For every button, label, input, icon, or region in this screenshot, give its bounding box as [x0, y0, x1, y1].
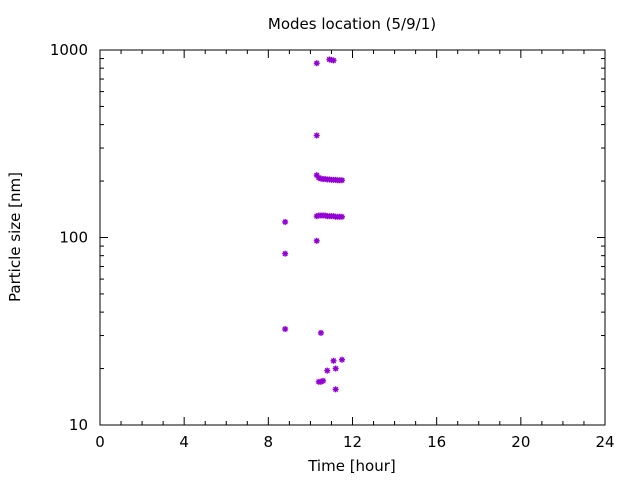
- x-tick-label: 20: [511, 433, 530, 451]
- x-tick-label: 4: [179, 433, 189, 451]
- data-point: [338, 213, 345, 220]
- data-point: [313, 132, 320, 139]
- x-tick-label: 16: [427, 433, 446, 451]
- x-tick-label: 12: [343, 433, 362, 451]
- data-point: [282, 218, 289, 225]
- y-axis-label: Particle size [nm]: [6, 172, 24, 302]
- data-point: [324, 367, 331, 374]
- data-point: [282, 250, 289, 257]
- axis-ticks: [99, 49, 606, 426]
- data-point: [313, 60, 320, 67]
- x-tick-label: 8: [264, 433, 274, 451]
- data-point: [330, 357, 337, 364]
- plot-frame: [99, 49, 606, 426]
- y-tick-label: 10: [69, 416, 88, 434]
- x-tick-label: 0: [95, 433, 105, 451]
- data-point: [332, 365, 339, 372]
- data-point: [313, 237, 320, 244]
- data-point: [320, 377, 327, 384]
- data-point: [282, 326, 289, 333]
- chart-title: Modes location (5/9/1): [268, 15, 436, 33]
- data-point: [338, 177, 345, 184]
- x-axis-label: Time [hour]: [307, 457, 396, 475]
- x-tick-labels: 0 4 8 12 16 20 24: [95, 433, 614, 451]
- data-point: [338, 356, 345, 363]
- data-point: [317, 329, 324, 336]
- y-tick-label: 1000: [50, 41, 88, 59]
- data-point: [330, 57, 337, 64]
- data-points: [282, 56, 345, 393]
- y-tick-labels: 10 100 1000: [50, 41, 88, 434]
- data-point: [332, 386, 339, 393]
- x-tick-label: 24: [595, 433, 614, 451]
- y-tick-label: 100: [59, 229, 88, 247]
